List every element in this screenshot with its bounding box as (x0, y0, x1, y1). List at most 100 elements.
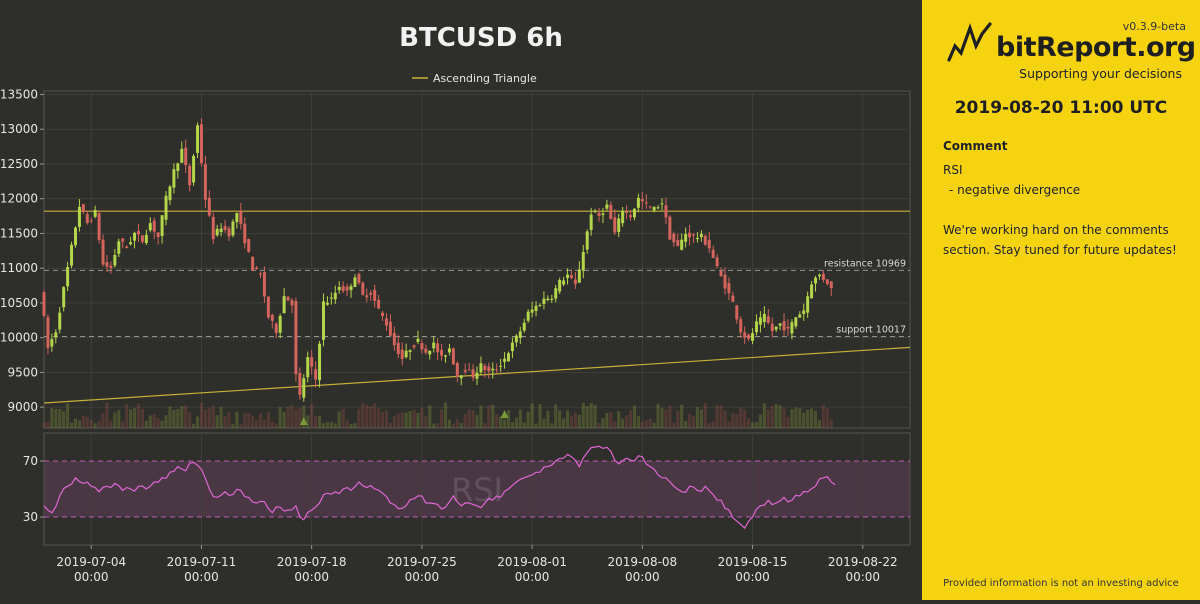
volume-bar (77, 420, 82, 428)
candle-body (754, 321, 758, 333)
candle-body (790, 322, 794, 334)
volume-bar (408, 410, 412, 428)
price-plot-frame (43, 90, 911, 429)
candle-body (707, 240, 711, 249)
volume-bar (766, 409, 770, 428)
volume-bar (672, 422, 676, 428)
candle-body (715, 257, 719, 267)
x-tick-time: 00:00 (735, 570, 770, 584)
volume-bar (132, 408, 137, 428)
candle-body (444, 355, 448, 357)
volume-bar (439, 409, 444, 428)
volume-bar (715, 405, 719, 428)
candle-body (766, 316, 770, 323)
candle-body (227, 228, 231, 237)
candle-body (676, 240, 680, 247)
candle-body (617, 218, 621, 232)
volume-bar (282, 411, 286, 428)
candle-body (219, 228, 223, 233)
candle-body (735, 305, 739, 320)
volume-bar (310, 404, 314, 428)
volume-bar (420, 408, 424, 428)
candle-body (562, 280, 566, 285)
volume-bar (684, 421, 688, 428)
candle-body (243, 223, 247, 244)
candle-body (85, 213, 89, 223)
candle-body (794, 317, 798, 327)
rsi-tick-label: 30 (23, 510, 38, 524)
chart-title: BTCUSD 6h (399, 23, 563, 53)
comment-body: RSI - negative divergence We're working … (943, 160, 1183, 260)
candle-body (428, 350, 432, 355)
candle-body (625, 211, 629, 213)
candle-body (314, 369, 318, 380)
price-tick-label: 12500 (0, 157, 38, 171)
candle-body (636, 197, 640, 208)
tagline: Supporting your decisions (1019, 66, 1182, 81)
volume-bar (172, 409, 176, 428)
candle-body (581, 252, 585, 271)
volume-bar (664, 409, 668, 428)
candle-body (786, 326, 790, 329)
candle-body (136, 231, 140, 235)
volume-bar (790, 408, 794, 428)
candle-body (349, 286, 353, 291)
candle-body (558, 279, 562, 292)
rsi-band (44, 461, 910, 517)
volume-bar (711, 421, 715, 428)
candle-body (731, 295, 735, 302)
volume-bar (188, 412, 192, 428)
volume-bar (192, 423, 196, 428)
volume-bar (81, 415, 85, 428)
x-tick-date: 2019-08-01 (497, 555, 567, 569)
candle-body (554, 288, 558, 299)
volume-bar (380, 411, 385, 428)
volume-bar (687, 414, 692, 428)
candle-body (719, 270, 723, 277)
volume-bar (180, 406, 184, 428)
volume-bar (806, 409, 810, 428)
volume-bar (652, 422, 656, 428)
volume-bar (113, 412, 117, 428)
candle-body (369, 292, 373, 295)
volume-bar (601, 418, 605, 428)
x-tick-date: 2019-07-04 (56, 555, 126, 569)
volume-bar (286, 406, 290, 428)
candle-body (621, 210, 625, 224)
candle-body (203, 164, 207, 200)
candle-body (451, 348, 455, 365)
price-tick-label: 10000 (0, 331, 38, 345)
candle-body (345, 286, 349, 291)
volume-bar (105, 402, 109, 428)
volume-bar (184, 405, 188, 428)
candle-body (672, 233, 676, 243)
volume-bar (786, 416, 790, 428)
candle-body (447, 348, 451, 353)
candle-body (652, 206, 656, 211)
candle-body (192, 155, 196, 183)
volume-bar (707, 423, 711, 428)
candle-body (207, 197, 211, 216)
candle-body (302, 378, 306, 398)
candle-body (416, 338, 420, 342)
candle-body (688, 232, 692, 238)
candle-body (215, 228, 219, 236)
candle-body (664, 205, 668, 218)
volume-bar (743, 409, 747, 428)
candle-body (695, 237, 699, 240)
volume-bar (581, 402, 585, 428)
logo-text[interactable]: bitReport.org (996, 32, 1196, 63)
volume-bar (416, 412, 420, 428)
volume-bar (54, 408, 58, 428)
volume-bar (317, 415, 322, 428)
volume-bar (129, 409, 133, 428)
volume-bar (526, 411, 530, 428)
volume-bar (58, 409, 62, 428)
candle-body (629, 215, 633, 218)
candle-body (235, 213, 239, 223)
candle-body (506, 353, 510, 362)
candle-body (290, 299, 294, 306)
candle-body (341, 286, 345, 291)
candle-body (310, 357, 314, 367)
volume-bar (400, 412, 404, 428)
